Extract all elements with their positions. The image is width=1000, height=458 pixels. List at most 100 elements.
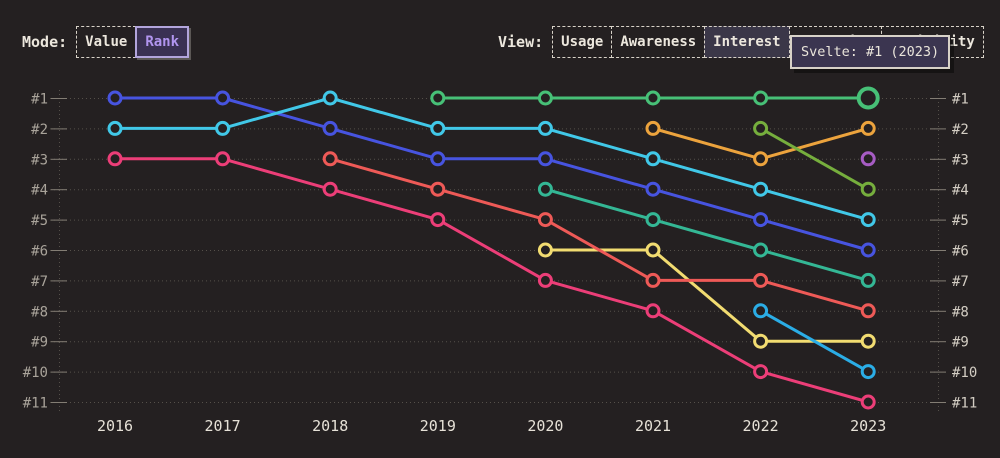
rank-label-left: #5 <box>31 213 48 229</box>
data-point-cyan-2019[interactable] <box>430 120 446 136</box>
data-point-pink-2016[interactable] <box>107 151 123 167</box>
rank-label-right: #2 <box>952 122 969 138</box>
year-label: 2020 <box>527 417 563 435</box>
series-line-olive-green <box>759 126 870 191</box>
view-option-awareness[interactable]: Awareness <box>611 26 706 58</box>
data-point-green-2022[interactable] <box>753 90 769 106</box>
data-point-pink-2017[interactable] <box>215 151 231 167</box>
data-point-green-2020[interactable] <box>537 90 553 106</box>
data-point-sky-blue-2023[interactable] <box>860 364 876 380</box>
data-point-cyan-2018[interactable] <box>322 90 338 106</box>
data-point-pink-2018[interactable] <box>322 181 338 197</box>
data-point-royal-blue-2022[interactable] <box>753 212 769 228</box>
year-label: 2023 <box>850 417 886 435</box>
rank-label-left: #7 <box>31 274 48 290</box>
data-point-royal-blue-2016[interactable] <box>107 90 123 106</box>
rank-label-left: #4 <box>31 183 48 199</box>
data-point-green-2021[interactable] <box>645 90 661 106</box>
series-line-coral-red <box>328 157 870 313</box>
data-point-cyan-2022[interactable] <box>753 181 769 197</box>
data-point-orange-2022[interactable] <box>753 151 769 167</box>
rank-label-left: #8 <box>31 304 48 320</box>
data-point-coral-red-2018[interactable] <box>322 151 338 167</box>
rank-label-left: #2 <box>31 122 48 138</box>
data-point-olive-green-2023[interactable] <box>860 181 876 197</box>
data-point-royal-blue-2023[interactable] <box>860 242 876 258</box>
data-point-cyan-2021[interactable] <box>645 151 661 167</box>
rank-label-right: #11 <box>952 396 977 412</box>
tooltip-text: Svelte: #1 (2023) <box>801 44 940 60</box>
data-point-sky-blue-2022[interactable] <box>753 303 769 319</box>
year-label: 2018 <box>312 417 348 435</box>
data-point-royal-blue-2020[interactable] <box>537 151 553 167</box>
data-point-royal-blue-2019[interactable] <box>430 151 446 167</box>
data-point-pink-2023[interactable] <box>860 394 876 410</box>
tooltip: Svelte: #1 (2023) <box>790 35 951 69</box>
series-line-sky-blue <box>759 309 870 374</box>
data-point-coral-red-2023[interactable] <box>860 303 876 319</box>
rank-label-left: #1 <box>31 92 48 108</box>
data-point-royal-blue-2017[interactable] <box>215 90 231 106</box>
rank-label-right: #7 <box>952 274 969 290</box>
rank-label-right: #1 <box>952 92 969 108</box>
mode-option-rank[interactable]: Rank <box>135 26 190 58</box>
series-line-royal-blue <box>113 96 870 252</box>
mode-control: Mode: Value Rank <box>22 26 190 58</box>
data-point-pink-2019[interactable] <box>430 212 446 228</box>
rank-label-left: #3 <box>31 152 48 168</box>
rank-label-left: #6 <box>31 244 48 260</box>
view-label: View: <box>498 33 544 51</box>
rank-label-right: #6 <box>952 244 969 260</box>
data-point-teal-2020[interactable] <box>537 181 553 197</box>
data-point-yellow-2021[interactable] <box>645 242 661 258</box>
mode-label: Mode: <box>22 33 68 51</box>
data-point-royal-blue-2018[interactable] <box>322 120 338 136</box>
data-point-cyan-2017[interactable] <box>215 120 231 136</box>
data-point-cyan-2016[interactable] <box>107 120 123 136</box>
data-point-highlighted-green-2023[interactable] <box>856 86 880 110</box>
rank-label-left: #11 <box>23 396 48 412</box>
rank-label-left: #10 <box>23 365 48 381</box>
data-point-teal-2022[interactable] <box>753 242 769 258</box>
data-point-teal-2021[interactable] <box>645 212 661 228</box>
rank-label-right: #9 <box>952 335 969 351</box>
year-label: 2021 <box>635 417 671 435</box>
data-point-olive-green-2022[interactable] <box>753 120 769 136</box>
data-point-purple-2023[interactable] <box>860 151 876 167</box>
data-point-orange-2021[interactable] <box>645 120 661 136</box>
mode-option-value[interactable]: Value <box>76 26 137 58</box>
data-point-cyan-2023[interactable] <box>860 212 876 228</box>
data-point-yellow-2020[interactable] <box>537 242 553 258</box>
rank-label-right: #8 <box>952 304 969 320</box>
data-point-pink-2021[interactable] <box>645 303 661 319</box>
rank-label-right: #4 <box>952 183 969 199</box>
year-label: 2016 <box>97 417 133 435</box>
rank-label-left: #9 <box>31 335 48 351</box>
data-point-pink-2022[interactable] <box>753 364 769 380</box>
view-option-interest[interactable]: Interest <box>704 26 790 58</box>
data-point-coral-red-2020[interactable] <box>537 212 553 228</box>
data-point-pink-2020[interactable] <box>537 272 553 288</box>
rank-label-right: #5 <box>952 213 969 229</box>
data-point-yellow-2023[interactable] <box>860 333 876 349</box>
rank-label-right: #3 <box>952 152 969 168</box>
data-point-green-2019[interactable] <box>430 90 446 106</box>
year-label: 2017 <box>205 417 241 435</box>
mode-toggle: Value Rank <box>76 26 190 58</box>
view-option-usage[interactable]: Usage <box>552 26 613 58</box>
data-point-royal-blue-2021[interactable] <box>645 181 661 197</box>
data-point-yellow-2022[interactable] <box>753 333 769 349</box>
series-line-cyan <box>113 96 870 222</box>
rank-label-right: #10 <box>952 365 977 381</box>
series-line-pink <box>113 157 870 404</box>
data-point-coral-red-2019[interactable] <box>430 181 446 197</box>
data-point-coral-red-2021[interactable] <box>645 272 661 288</box>
year-label: 2022 <box>743 417 779 435</box>
data-point-orange-2023[interactable] <box>860 120 876 136</box>
data-point-coral-red-2022[interactable] <box>753 272 769 288</box>
data-point-teal-2023[interactable] <box>860 272 876 288</box>
data-point-cyan-2020[interactable] <box>537 120 553 136</box>
year-label: 2019 <box>420 417 456 435</box>
